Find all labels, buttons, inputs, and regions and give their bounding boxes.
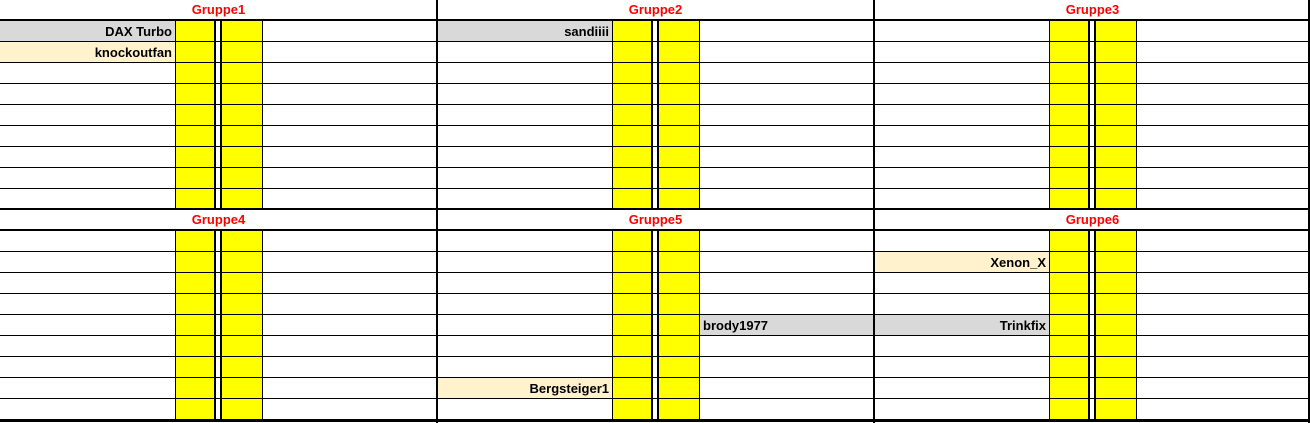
column-divider <box>1088 20 1090 210</box>
score-column <box>221 231 262 420</box>
group-divider <box>436 0 438 423</box>
column-divider <box>220 230 222 420</box>
column-divider <box>1049 230 1050 420</box>
row-divider <box>0 419 1310 420</box>
thick-divider <box>0 19 1310 21</box>
row-divider <box>0 335 1310 336</box>
row-divider <box>0 356 1310 357</box>
row-divider <box>0 167 1310 168</box>
column-divider <box>651 230 653 420</box>
thick-divider <box>0 208 1310 210</box>
column-divider <box>657 20 659 210</box>
column-divider <box>612 230 613 420</box>
group-title: Gruppe1 <box>191 2 246 17</box>
participant-name-cell[interactable]: knockoutfan <box>0 42 175 63</box>
column-divider <box>1136 20 1137 210</box>
participant-name-cell[interactable]: Xenon_X <box>874 252 1049 273</box>
thick-divider <box>0 229 1310 231</box>
column-divider <box>1088 230 1090 420</box>
group-divider <box>873 0 875 423</box>
row-divider <box>0 62 1310 63</box>
column-divider <box>657 230 659 420</box>
score-column <box>1095 231 1136 420</box>
row-divider <box>0 83 1310 84</box>
group-title: Gruppe4 <box>191 212 246 227</box>
participant-name-cell[interactable]: sandiiii <box>437 21 612 42</box>
bottom-border <box>0 420 1310 422</box>
score-column <box>658 231 699 420</box>
column-divider <box>1049 20 1050 210</box>
column-divider <box>1094 20 1096 210</box>
score-column <box>1049 231 1089 420</box>
participant-name-cell[interactable]: Bergsteiger1 <box>437 378 612 399</box>
row-divider <box>0 104 1310 105</box>
row-divider <box>0 251 1310 252</box>
row-divider <box>0 314 1310 315</box>
column-divider <box>175 20 176 210</box>
group-title: Gruppe5 <box>628 212 683 227</box>
score-column <box>1049 21 1089 210</box>
column-divider <box>214 230 216 420</box>
row-divider <box>0 377 1310 378</box>
column-divider <box>651 20 653 210</box>
column-divider <box>1094 230 1096 420</box>
row-divider <box>0 146 1310 147</box>
group-title: Gruppe6 <box>1065 212 1120 227</box>
row-divider <box>0 272 1310 273</box>
column-divider <box>262 20 263 210</box>
score-column <box>175 21 215 210</box>
column-divider <box>214 20 216 210</box>
row-divider <box>0 125 1310 126</box>
group-title: Gruppe3 <box>1065 2 1120 17</box>
row-divider <box>0 293 1310 294</box>
participant-name-cell[interactable]: Trinkfix <box>874 315 1049 336</box>
score-column <box>612 231 652 420</box>
column-divider <box>220 20 222 210</box>
column-divider <box>612 20 613 210</box>
participant-name-cell[interactable]: DAX Turbo <box>0 21 175 42</box>
group-title: Gruppe2 <box>628 2 683 17</box>
column-divider <box>175 230 176 420</box>
column-divider <box>699 20 700 210</box>
participant-name-cell[interactable]: brody1977 <box>699 315 874 336</box>
score-column <box>175 231 215 420</box>
column-divider <box>1136 230 1137 420</box>
row-divider <box>0 41 1310 42</box>
score-column <box>612 21 652 210</box>
right-border <box>1308 0 1310 423</box>
score-column <box>658 21 699 210</box>
score-column <box>221 21 262 210</box>
score-column <box>1095 21 1136 210</box>
column-divider <box>699 230 700 420</box>
row-divider <box>0 188 1310 189</box>
column-divider <box>262 230 263 420</box>
row-divider <box>0 398 1310 399</box>
